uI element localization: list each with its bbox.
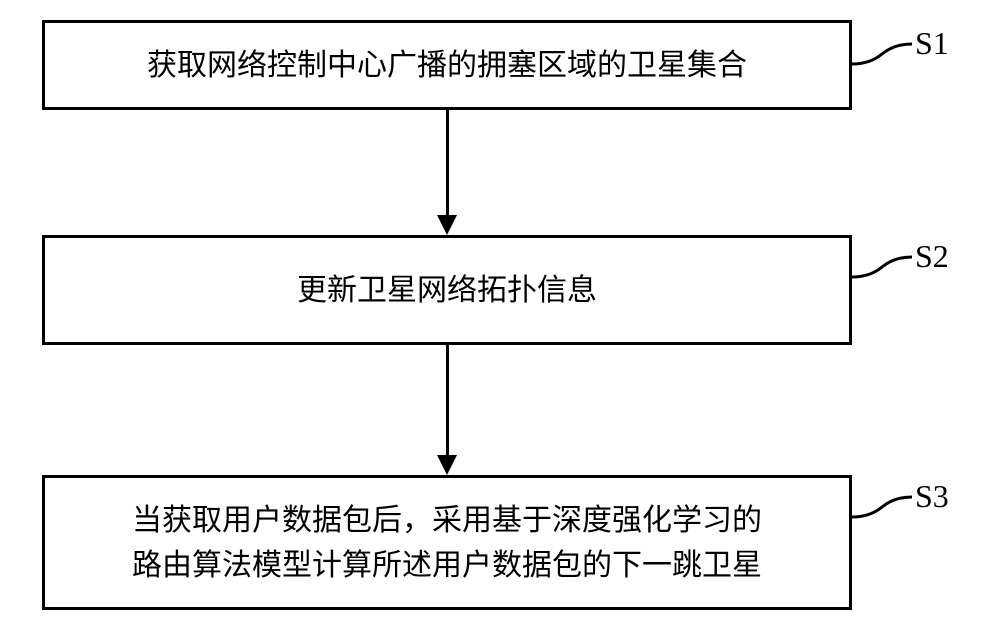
step-text-s3-line2: 路由算法模型计算所述用户数据包的下一跳卫星 bbox=[132, 543, 762, 588]
step-label-s3: S3 bbox=[915, 478, 949, 515]
arrow-head-icon bbox=[437, 455, 457, 475]
label-connector-s1 bbox=[852, 40, 912, 70]
step-label-s1: S1 bbox=[915, 25, 949, 62]
step-box-s2: 更新卫星网络拓扑信息 bbox=[42, 235, 852, 345]
step-text-s1: 获取网络控制中心广播的拥塞区域的卫星集合 bbox=[147, 43, 747, 88]
step-box-s1: 获取网络控制中心广播的拥塞区域的卫星集合 bbox=[42, 20, 852, 110]
step-label-s2: S2 bbox=[915, 238, 949, 275]
flowchart-canvas: 获取网络控制中心广播的拥塞区域的卫星集合 S1 更新卫星网络拓扑信息 S2 当获… bbox=[0, 0, 1000, 638]
arrow-head-icon bbox=[437, 215, 457, 235]
step-text-s3-line1: 当获取用户数据包后，采用基于深度强化学习的 bbox=[132, 498, 762, 543]
arrow-line bbox=[446, 110, 449, 215]
label-connector-s3 bbox=[852, 493, 912, 523]
step-text-s3: 当获取用户数据包后，采用基于深度强化学习的 路由算法模型计算所述用户数据包的下一… bbox=[132, 498, 762, 588]
step-box-s3: 当获取用户数据包后，采用基于深度强化学习的 路由算法模型计算所述用户数据包的下一… bbox=[42, 475, 852, 610]
label-connector-s2 bbox=[852, 253, 912, 283]
arrow-line bbox=[446, 345, 449, 455]
step-text-s2: 更新卫星网络拓扑信息 bbox=[297, 268, 597, 313]
